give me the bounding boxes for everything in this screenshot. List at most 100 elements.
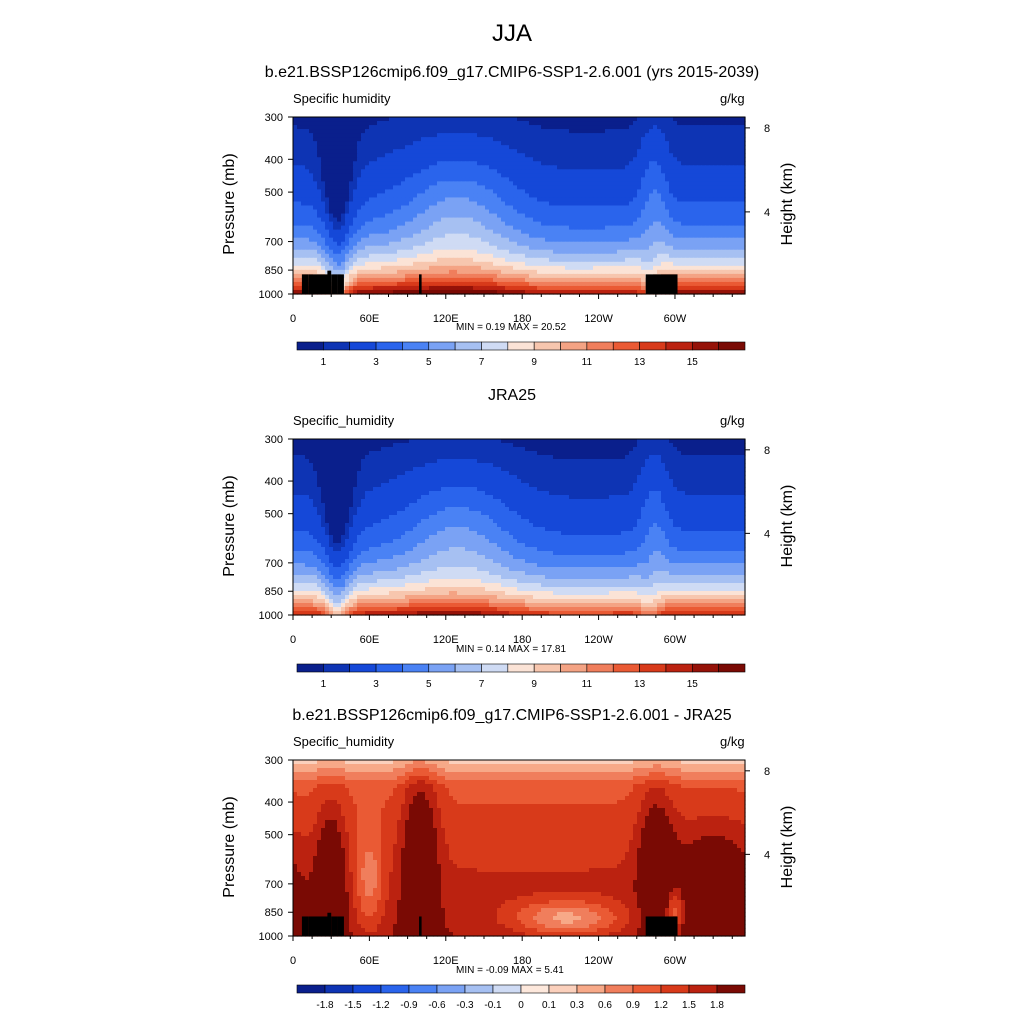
colorbar-swatch [454, 341, 482, 351]
colorbar-label: -0.6 [428, 1000, 446, 1011]
topography-mask [645, 274, 678, 294]
panel-2-y-axis-label: Pressure (mb) [221, 475, 238, 577]
colorbar-label: -0.9 [400, 1000, 418, 1011]
panel-3-units-label: g/kg [720, 734, 745, 749]
colorbar-swatch [464, 984, 494, 994]
y-tick-label: 500 [265, 830, 283, 842]
colorbar-swatch [349, 663, 377, 673]
x-tick-label: 0 [290, 955, 296, 967]
topography-mask [308, 916, 330, 936]
panel-1-y-axis-label: Pressure (mb) [221, 153, 238, 255]
colorbar-2: 1 3 5 7 9 11 13 15 [296, 663, 746, 690]
panel-3-y-axis-label: Pressure (mb) [221, 796, 238, 898]
colorbar-label: 15 [687, 357, 699, 368]
colorbar-swatch [520, 984, 550, 994]
x-tick-label: 60W [664, 634, 687, 646]
colorbar-swatch [436, 984, 466, 994]
right-tick-label: 4 [764, 207, 770, 219]
colorbar-swatch [660, 984, 690, 994]
y-tick-label: 300 [265, 112, 283, 124]
colorbar-swatch [296, 984, 326, 994]
colorbar-swatch [428, 663, 456, 673]
topography-mask [645, 916, 678, 936]
topography-mask [337, 916, 344, 936]
y-tick-label: 300 [265, 755, 283, 767]
colorbar-label: -1.5 [344, 1000, 362, 1011]
topography-mask [327, 270, 332, 294]
y-tick-label: 850 [265, 586, 283, 598]
colorbar-label: -0.1 [484, 1000, 502, 1011]
right-tick-label: 4 [764, 849, 770, 861]
panel-2-right-axis-label: Height (km) [779, 484, 796, 568]
x-tick-label: 120W [584, 955, 613, 967]
panel-2-units-label: g/kg [720, 413, 745, 428]
x-tick-label: 120W [584, 313, 613, 325]
y-tick-label: 700 [265, 237, 283, 249]
colorbar-swatch [612, 341, 640, 351]
x-tick-label: 60E [360, 634, 380, 646]
right-tick-label: 8 [764, 766, 770, 778]
colorbar-swatch [402, 663, 430, 673]
colorbar-label: 9 [531, 357, 537, 368]
plot-frame [292, 438, 746, 616]
colorbar-swatch [576, 984, 606, 994]
colorbar-label: 0.6 [598, 1000, 612, 1011]
heatmap-panel-2 [293, 439, 746, 616]
colorbar-label: 0 [518, 1000, 524, 1011]
topography-mask [301, 916, 309, 936]
heatmap-panel-3 [293, 760, 746, 937]
colorbar-swatch [375, 341, 403, 351]
colorbar-swatch [507, 663, 535, 673]
colorbar-label: 1.2 [654, 1000, 668, 1011]
colorbar-label: 5 [426, 357, 432, 368]
colorbar-label: 0.1 [542, 1000, 556, 1011]
colorbar-swatch [586, 341, 614, 351]
topography-mask [331, 274, 338, 294]
y-tick-label: 500 [265, 509, 283, 521]
colorbar-label: -0.3 [456, 1000, 474, 1011]
panel-2-title: JRA25 [487, 387, 537, 404]
topography-mask [327, 912, 332, 936]
x-tick-label: 120E [433, 955, 459, 967]
colorbar-label: 1.5 [682, 1000, 696, 1011]
x-tick-label: 60E [360, 955, 380, 967]
colorbar-swatch [718, 341, 746, 351]
panel-3-right-axis-label: Height (km) [779, 805, 796, 889]
colorbar-swatch [507, 341, 535, 351]
colorbar-swatch [639, 341, 667, 351]
colorbar-swatch [691, 663, 719, 673]
topography-mask [308, 274, 330, 294]
colorbar-label: 3 [373, 357, 379, 368]
colorbar-swatch [352, 984, 382, 994]
colorbar-label: 1 [321, 357, 327, 368]
colorbar-swatch [560, 663, 588, 673]
colorbar-swatch [533, 341, 561, 351]
colorbar-1: 1 3 5 7 9 11 13 15 [296, 341, 746, 368]
colorbar-swatch [691, 341, 719, 351]
right-tick-label: 4 [764, 528, 770, 540]
colorbar-label: 7 [479, 357, 485, 368]
panel-2-variable-label: Specific_humidity [293, 413, 395, 428]
colorbar-swatch [323, 663, 351, 673]
colorbar-swatch [533, 663, 561, 673]
colorbar-3: -1.8 -1.5 -1.2 -0.9 -0.6 -0.3 -0.1 0 0.1 0.3 0.6 0.… [296, 984, 746, 1011]
topography-mask [337, 274, 344, 294]
colorbar-swatch [718, 663, 746, 673]
x-tick-label: 120E [433, 634, 459, 646]
y-tick-label: 400 [265, 476, 283, 488]
colorbar-swatch [612, 663, 640, 673]
y-tick-label: 850 [265, 907, 283, 919]
colorbar-swatch [632, 984, 662, 994]
panel-1-title: b.e21.BSSP126cmip6.f09_g17.CMIP6-SSP1-2.… [264, 64, 760, 81]
y-tick-label: 400 [265, 154, 283, 166]
colorbar-swatch [408, 984, 438, 994]
x-tick-label: 0 [290, 313, 296, 325]
x-tick-label: 60W [664, 313, 687, 325]
topography-mask [419, 916, 422, 936]
x-tick-label: 120W [584, 634, 613, 646]
colorbar-swatch [380, 984, 410, 994]
colorbar-label: 5 [426, 679, 432, 690]
colorbar-swatch [323, 341, 351, 351]
y-tick-label: 400 [265, 797, 283, 809]
panel-1-variable-label: Specific humidity [293, 91, 391, 106]
